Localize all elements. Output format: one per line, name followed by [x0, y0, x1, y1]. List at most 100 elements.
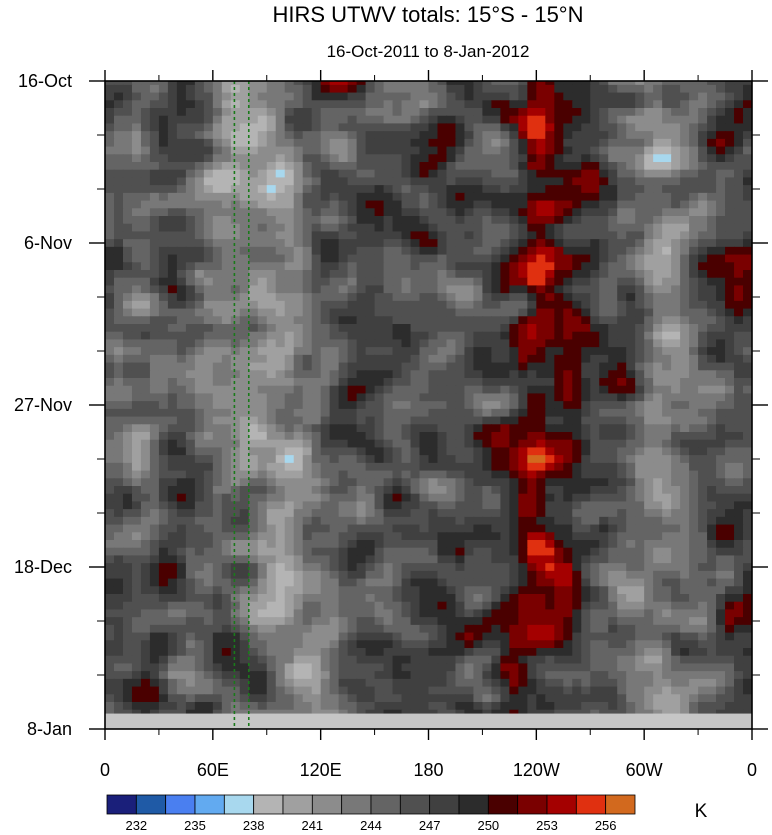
- heatmap-cell: [680, 300, 690, 310]
- heatmap-cell: [248, 439, 259, 449]
- heatmap-cell: [536, 254, 546, 263]
- heatmap-cell: [212, 324, 223, 333]
- heatmap-cell: [356, 231, 367, 240]
- heatmap-cell: [455, 601, 466, 611]
- heatmap-cell: [113, 516, 124, 526]
- heatmap-cell: [527, 108, 537, 117]
- heatmap-cell: [545, 547, 555, 557]
- heatmap-cell: [725, 177, 735, 186]
- heatmap-cell: [626, 331, 636, 341]
- heatmap-cell: [105, 370, 115, 379]
- heatmap-cell: [707, 185, 717, 194]
- heatmap-cell: [365, 285, 376, 294]
- heatmap-cell: [113, 300, 124, 310]
- heatmap-cell: [221, 270, 232, 279]
- heatmap-cell: [284, 277, 295, 287]
- heatmap-cell: [410, 138, 421, 148]
- heatmap-cell: [554, 555, 564, 564]
- heatmap-cell: [275, 92, 286, 101]
- heatmap-cell: [743, 516, 752, 526]
- heatmap-cell: [176, 524, 187, 533]
- heatmap-cell: [194, 169, 205, 179]
- heatmap-cell: [689, 131, 699, 140]
- heatmap-cell: [230, 138, 241, 148]
- heatmap-cell: [257, 547, 268, 557]
- heatmap-cell: [158, 524, 169, 533]
- heatmap-cell: [365, 277, 376, 287]
- heatmap-cell: [437, 115, 448, 125]
- heatmap-cell: [230, 169, 241, 179]
- heatmap-cell: [320, 285, 331, 294]
- heatmap-cell: [257, 154, 268, 163]
- heatmap-cell: [464, 393, 475, 402]
- heatmap-cell: [518, 131, 528, 140]
- heatmap-cell: [545, 393, 555, 402]
- heatmap-cell: [239, 146, 250, 155]
- heatmap-cell: [392, 424, 403, 433]
- heatmap-cell: [626, 439, 636, 449]
- heatmap-cell: [266, 223, 277, 233]
- heatmap-cell: [590, 331, 600, 341]
- heatmap-cell: [131, 293, 142, 302]
- heatmap-cell: [140, 432, 151, 441]
- heatmap-cell: [176, 563, 187, 572]
- heatmap-cell: [482, 339, 493, 348]
- heatmap-cell: [473, 100, 484, 109]
- heatmap-cell: [581, 200, 591, 209]
- heatmap-cell: [185, 547, 196, 557]
- heatmap-cell: [230, 108, 241, 117]
- heatmap-cell: [293, 594, 304, 603]
- heatmap-cell: [212, 385, 223, 395]
- heatmap-cell: [221, 347, 232, 356]
- heatmap-cell: [599, 277, 609, 287]
- heatmap-cell: [194, 208, 205, 217]
- heatmap-cell: [743, 154, 752, 163]
- heatmap-cell: [194, 524, 205, 533]
- heatmap-cell: [464, 192, 475, 202]
- heatmap-cell: [131, 486, 142, 495]
- heatmap-cell: [626, 378, 636, 387]
- heatmap-cell: [167, 354, 178, 364]
- heatmap-cell: [356, 524, 367, 533]
- heatmap-cell: [707, 138, 717, 148]
- heatmap-cell: [105, 601, 115, 611]
- heatmap-cell: [347, 516, 358, 526]
- heatmap-cell: [122, 177, 133, 186]
- heatmap-cell: [239, 408, 250, 418]
- heatmap-cell: [248, 185, 259, 194]
- heatmap-cell: [680, 92, 690, 101]
- heatmap-cell: [239, 84, 250, 94]
- heatmap-cell: [410, 200, 421, 209]
- heatmap-cell: [158, 246, 169, 256]
- heatmap-cell: [698, 385, 708, 395]
- heatmap-cell: [671, 192, 681, 202]
- heatmap-cell: [446, 393, 457, 402]
- heatmap-cell: [572, 316, 582, 325]
- heatmap-cell: [671, 308, 681, 317]
- heatmap-cell: [401, 293, 412, 302]
- heatmap-cell: [725, 293, 735, 302]
- heatmap-cell: [167, 424, 178, 433]
- heatmap-cell: [581, 570, 591, 580]
- heatmap-cell: [509, 154, 519, 163]
- heatmap-cell: [653, 570, 663, 580]
- heatmap-cell: [185, 432, 196, 441]
- heatmap-cell: [446, 92, 457, 101]
- heatmap-cell: [266, 385, 277, 395]
- heatmap-cell: [266, 92, 277, 101]
- heatmap-cell: [275, 347, 286, 356]
- heatmap-cell: [185, 370, 196, 379]
- heatmap-cell: [356, 594, 367, 603]
- heatmap-cell: [725, 439, 735, 449]
- heatmap-cell: [185, 138, 196, 148]
- heatmap-cell: [428, 339, 439, 348]
- heatmap-cell: [140, 223, 151, 233]
- heatmap-cell: [356, 223, 367, 233]
- heatmap-cell: [113, 362, 124, 371]
- heatmap-cell: [221, 308, 232, 317]
- heatmap-cell: [653, 478, 663, 487]
- heatmap-cell: [626, 231, 636, 240]
- heatmap-cell: [644, 115, 654, 125]
- heatmap-cell: [554, 84, 564, 94]
- heatmap-cell: [581, 108, 591, 117]
